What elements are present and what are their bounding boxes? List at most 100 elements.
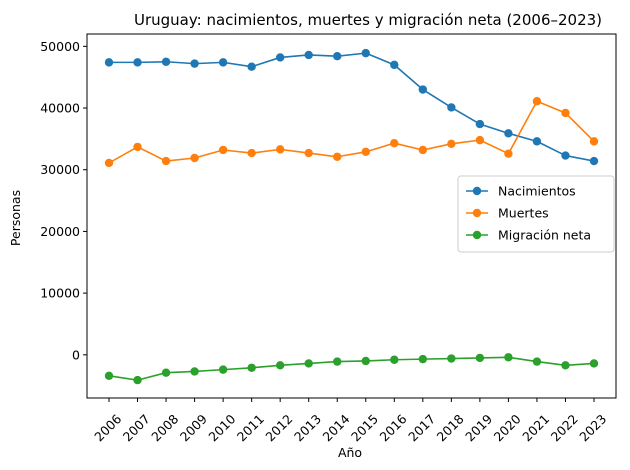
data-point (504, 353, 513, 362)
data-point (589, 359, 599, 368)
x-tick-label: 2007 (120, 411, 153, 444)
data-point (561, 108, 570, 118)
data-point (532, 137, 542, 146)
legend-marker (472, 186, 482, 196)
y-tick-label: 50000 (40, 39, 80, 54)
data-point (218, 145, 228, 155)
y-tick-label: 20000 (40, 224, 80, 239)
data-point (218, 365, 228, 374)
y-tick-label: 40000 (40, 101, 80, 116)
data-point (504, 149, 513, 158)
x-tick-label: 2020 (491, 411, 524, 444)
data-point (418, 85, 428, 94)
data-point (447, 354, 456, 363)
x-tick-label: 2015 (348, 411, 381, 444)
data-point (390, 60, 399, 70)
legend-label: Migración neta (498, 228, 591, 243)
series-line (108, 100, 595, 164)
x-tick-label: 2011 (234, 411, 267, 444)
legend-box (457, 175, 615, 253)
data-point (390, 355, 399, 364)
y-tick-label: 0 (72, 347, 80, 362)
data-point (418, 354, 428, 364)
data-point (447, 139, 456, 149)
data-point (104, 371, 114, 380)
legend: Nacimientos Muertes Migración neta (457, 175, 615, 253)
legend-item: Nacimientos (466, 184, 576, 199)
y-tick-label: 10000 (40, 286, 80, 301)
x-tick-label: 2006 (91, 411, 124, 444)
data-point (475, 353, 485, 363)
data-point (504, 129, 513, 138)
data-point (475, 119, 485, 129)
data-point (561, 151, 570, 160)
data-point (275, 145, 285, 154)
data-point (247, 363, 256, 372)
data-point (361, 147, 370, 157)
x-tick-label: 2012 (262, 411, 295, 444)
data-point (589, 137, 599, 146)
data-point (561, 361, 570, 370)
data-point (304, 148, 313, 158)
x-tick-label: 2019 (462, 411, 495, 444)
data-point (333, 52, 342, 61)
y-axis-title: Personas (8, 190, 23, 246)
x-tick-label: 2014 (320, 411, 353, 444)
series-layer (104, 48, 599, 385)
legend-item: Muertes (466, 206, 549, 221)
plot-frame (86, 33, 617, 399)
y-tick-label: 30000 (40, 162, 80, 177)
x-tick-label: 2017 (405, 411, 438, 444)
data-point (361, 356, 370, 366)
series-muertes (104, 97, 599, 168)
legend-label: Nacimientos (498, 184, 576, 199)
data-point (532, 97, 542, 106)
legend-label: Muertes (498, 206, 549, 221)
x-tick-label: 2008 (148, 411, 181, 444)
data-point (304, 50, 313, 60)
data-point (104, 58, 114, 67)
x-tick-label: 2018 (434, 411, 467, 444)
data-point (247, 148, 256, 158)
data-point (589, 156, 599, 166)
series-nacimientos (104, 48, 599, 166)
x-tick-label: 2013 (291, 411, 324, 444)
data-point (104, 158, 114, 168)
data-point (275, 361, 285, 370)
data-point (275, 53, 285, 62)
data-point (418, 145, 428, 155)
x-tick-label: 2016 (377, 411, 410, 444)
x-tick-label: 2022 (548, 411, 581, 444)
x-tick-label: 2010 (205, 411, 238, 444)
legend-item: Migración neta (466, 228, 591, 243)
data-point (161, 156, 171, 166)
data-point (475, 135, 485, 145)
data-point (390, 139, 399, 148)
series-line (108, 356, 595, 381)
data-point (218, 58, 228, 67)
x-tick-label: 2023 (576, 411, 609, 444)
chart-title: Uruguay: nacimientos, muertes y migració… (134, 11, 602, 29)
data-point (333, 357, 342, 366)
x-tick-label: 2021 (519, 411, 552, 444)
data-point (361, 48, 370, 58)
data-point (190, 153, 199, 163)
legend-marker (472, 230, 482, 240)
data-point (190, 367, 199, 376)
data-point (447, 103, 456, 112)
x-axis-title: Año (338, 445, 362, 460)
data-point (133, 375, 142, 385)
data-point (161, 368, 171, 377)
data-point (161, 57, 171, 66)
data-point (304, 359, 313, 368)
data-point (133, 142, 142, 152)
data-point (190, 59, 199, 68)
data-point (532, 357, 542, 366)
data-point (247, 62, 256, 71)
legend-marker (472, 208, 482, 218)
series-migración-neta (104, 353, 599, 385)
series-line (109, 52, 595, 162)
x-tick-label: 2009 (177, 411, 210, 444)
